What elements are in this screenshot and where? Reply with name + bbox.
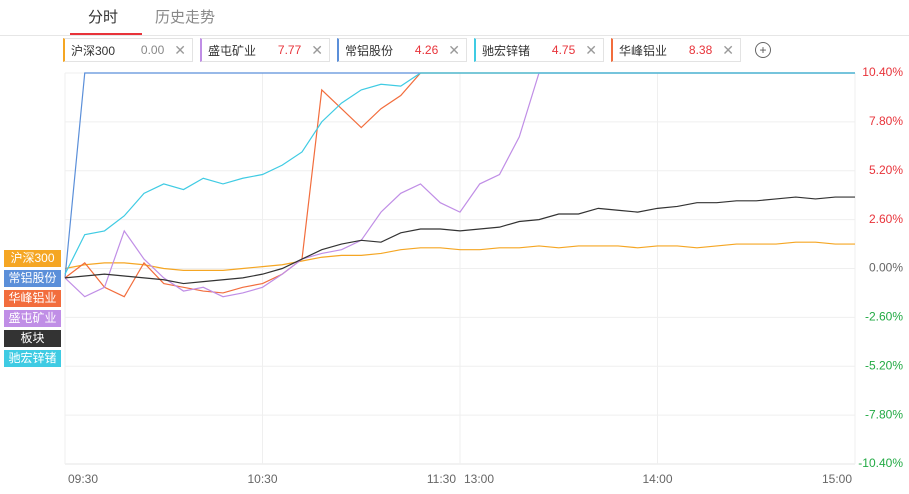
legend-price: 8.38 [688,43,713,57]
y-tick-label: 10.40% [862,65,903,79]
y-tick-label: -5.20% [865,358,903,372]
y-tick-label: 2.60% [869,212,903,226]
series-tag-label: 盛屯矿业 [8,310,56,325]
legend-name: 驰宏锌锗 [482,43,531,58]
series-tag [4,310,61,327]
tab-intraday[interactable]: 分时 [88,9,119,26]
y-tick-label: 0.00% [869,261,903,275]
series-tag-label: 华峰铝业 [8,290,56,305]
series-tag [4,350,61,367]
legend-tab[interactable]: 盛屯矿业 7.77 ✕ [200,38,330,62]
series-tag-label: 板块 [20,331,44,345]
legend: 沪深300 0.00 ✕ 盛屯矿业 7.77 ✕ 常铝股份 4.26 ✕ 驰宏锌锗 4.75 ✕ 华峰铝… [63,38,741,62]
x-tick-label: 11:30 [427,472,456,486]
close-icon[interactable]: ✕ [311,41,323,58]
legend-name: 常铝股份 [345,43,394,58]
x-tick-label: 09:30 [68,472,98,486]
legend-name: 盛屯矿业 [208,43,257,58]
close-icon[interactable]: ✕ [585,41,597,58]
y-tick-label: -7.80% [865,407,903,421]
legend-tab[interactable]: 驰宏锌锗 4.75 ✕ [474,38,604,62]
y-tick-label: -2.60% [865,310,903,324]
legend-price: 4.26 [414,43,439,57]
y-tick-label: 5.20% [869,163,903,177]
divider [0,35,909,36]
legend-price: 7.77 [277,43,302,57]
series-line [64,196,855,285]
legend-tab[interactable]: 沪深300 0.00 ✕ [63,38,193,62]
series-tag [4,250,61,267]
active-underline [70,33,142,35]
legend-name: 华峰铝业 [619,43,668,58]
y-tick-label: 7.80% [869,114,903,128]
series-line [64,72,855,275]
tab-history[interactable]: 历史走势 [155,9,216,26]
series-tag-label: 常铝股份 [8,270,56,285]
series-tag [4,270,61,287]
legend-tab[interactable]: 华峰铝业 8.38 ✕ [611,38,741,62]
series-line [64,241,855,271]
legend-tab[interactable]: 常铝股份 4.26 ✕ [337,38,467,62]
x-tick-label: 15:00 [822,472,852,486]
add-button[interactable]: + [755,42,771,58]
series-tag [4,330,61,347]
close-icon[interactable]: ✕ [174,41,186,58]
x-tick-label: 10:30 [247,472,277,486]
legend-name: 沪深300 [71,43,116,58]
close-icon[interactable]: ✕ [448,41,460,58]
x-tick-label: 13:00 [464,472,494,486]
series-tag-label: 沪深300 [10,251,54,265]
series-tag-label: 驰宏锌锗 [8,350,56,365]
close-icon[interactable]: ✕ [722,41,734,58]
x-tick-label: 14:00 [642,472,672,486]
y-tick-label: -10.40% [858,456,903,470]
legend-price: 4.75 [551,43,576,57]
legend-price: 0.00 [140,43,165,57]
series-tag [4,290,61,307]
